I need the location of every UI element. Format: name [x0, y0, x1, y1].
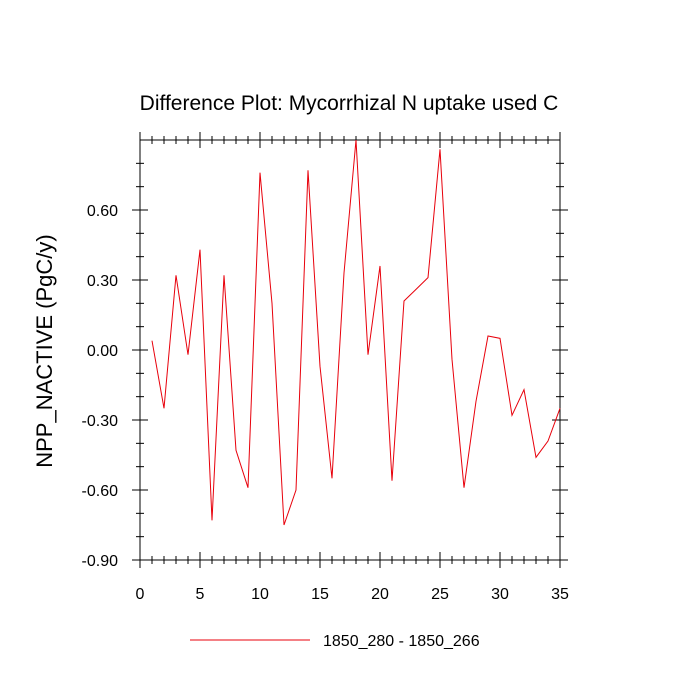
y-tick-label: 0.30 [87, 273, 118, 290]
x-tick-label: 0 [136, 586, 145, 603]
series-line-0 [151, 139, 561, 526]
axis-tick-labels: 0 5 10 15 20 25 30 35 -0.90 -0.60 -0.30 0.00 0.30 0.6… [82, 203, 569, 603]
y-tick-label: -0.30 [82, 413, 119, 430]
x-tick-label: 5 [196, 586, 205, 603]
axis-ticks [132, 132, 568, 568]
y-axis-label: NPP_NACTIVE (PgC/y) [32, 234, 57, 468]
x-tick-label: 20 [371, 586, 389, 603]
x-tick-label: 10 [251, 586, 269, 603]
x-tick-label: 35 [551, 586, 569, 603]
y-tick-label: 0.00 [87, 343, 118, 360]
legend-label: 1850_280 - 1850_266 [323, 633, 480, 650]
chart-title: Difference Plot: Mycorrhizal N uptake us… [140, 92, 559, 115]
series-layer [151, 139, 561, 526]
legend: 1850_280 - 1850_266 [190, 633, 480, 650]
y-tick-label: 0.60 [87, 203, 118, 220]
x-tick-label: 30 [491, 586, 509, 603]
x-tick-label: 15 [311, 586, 329, 603]
y-tick-label: -0.90 [82, 553, 119, 570]
x-tick-label: 25 [431, 586, 449, 603]
y-tick-label: -0.60 [82, 483, 119, 500]
